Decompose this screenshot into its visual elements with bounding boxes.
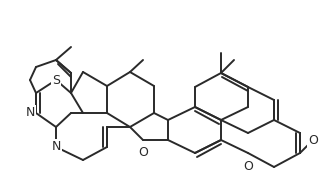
Text: N: N <box>25 107 35 120</box>
Text: O: O <box>243 160 253 173</box>
Text: N: N <box>51 140 61 153</box>
Text: O: O <box>308 133 318 146</box>
Text: O: O <box>138 146 148 159</box>
Text: S: S <box>52 74 60 87</box>
